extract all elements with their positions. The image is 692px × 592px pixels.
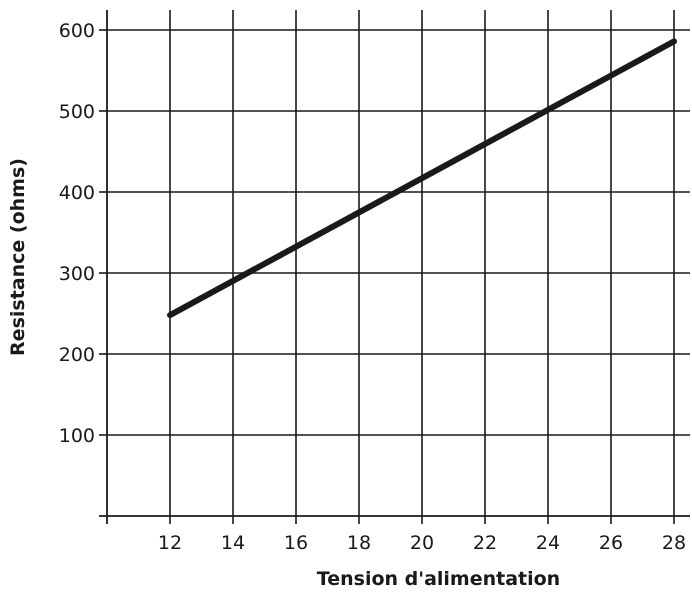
- axes: [99, 10, 690, 524]
- y-tick-label: 600: [59, 20, 95, 42]
- y-tick-label: 100: [59, 425, 95, 447]
- x-tick-label: 16: [284, 532, 308, 554]
- x-tick-label: 14: [221, 532, 245, 554]
- x-tick-label: 20: [410, 532, 434, 554]
- x-tick-label: 12: [158, 532, 182, 554]
- grid: [107, 10, 690, 516]
- y-tick-label: 500: [59, 101, 95, 123]
- x-tick-labels: 12 14 16 18 20 22 24 26 28: [158, 532, 686, 554]
- y-tick-label: 200: [59, 344, 95, 366]
- x-tick-label: 22: [473, 532, 497, 554]
- series-layer: [167, 38, 677, 319]
- x-tick-label: 26: [599, 532, 623, 554]
- ticks: [99, 29, 675, 524]
- x-tick-label: 18: [347, 532, 371, 554]
- y-tick-label: 400: [59, 182, 95, 204]
- y-tick-label: 300: [59, 263, 95, 285]
- series-line: [167, 38, 677, 319]
- x-tick-label: 28: [662, 532, 686, 554]
- y-tick-labels: 100 200 300 400 500 600: [59, 20, 95, 447]
- y-axis-label: Resistance (ohms): [7, 158, 29, 356]
- x-tick-label: 24: [536, 532, 560, 554]
- x-axis-label: Tension d'alimentation: [317, 568, 560, 590]
